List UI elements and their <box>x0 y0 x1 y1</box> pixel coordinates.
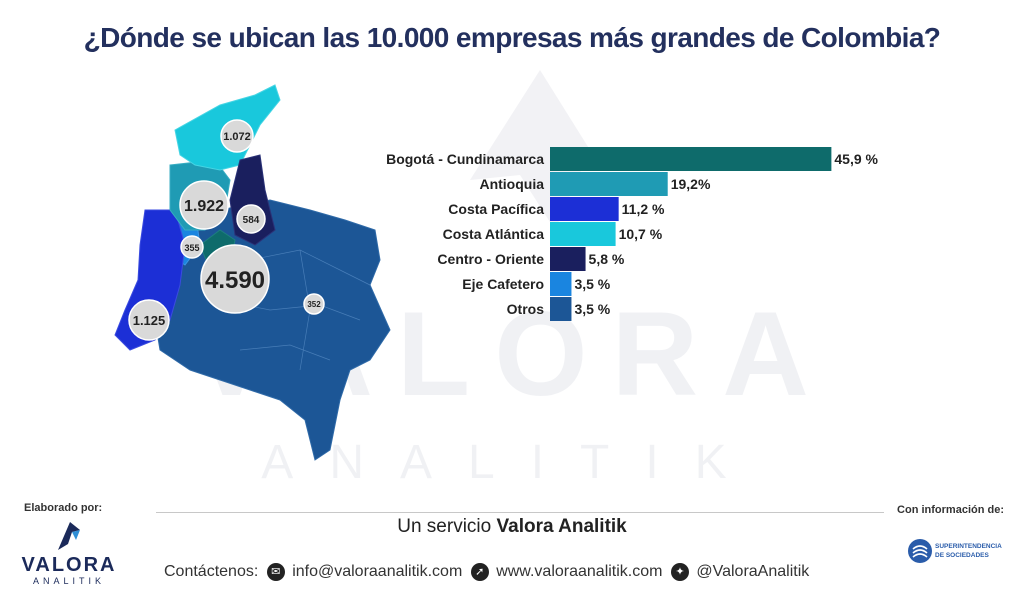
superintendencia-seal-icon <box>908 539 932 563</box>
bar-category-label: Bogotá - Cundinamarca <box>386 151 544 167</box>
super-line2: DE SOCIEDADES <box>935 552 989 559</box>
bubble-eje-cafetero <box>180 235 204 259</box>
bar-chart: Bogotá - Cundinamarca 45,9 % Antioquia 19,2… <box>386 147 879 321</box>
footer-divider <box>156 512 884 513</box>
valora-logo-mark-icon <box>58 522 80 550</box>
bubble-otros <box>303 293 325 315</box>
service-line: Un servicio Valora Analitik <box>0 516 1024 538</box>
bar <box>550 172 668 196</box>
bubble-costa-pacifica <box>128 299 170 341</box>
bubble-antioquia <box>179 180 229 230</box>
bar <box>550 297 572 321</box>
bubble-label-eje-cafetero: 355 <box>184 243 199 253</box>
bar-value-label: 11,2 % <box>622 201 665 217</box>
chart-title: ¿Dónde se ubican las 10.000 empresas más… <box>83 22 941 53</box>
bar <box>550 147 832 171</box>
bar-value-label: 3,5 % <box>574 276 610 292</box>
cursor-icon: ➚ <box>470 563 489 581</box>
envelope-icon: ✉ <box>266 563 285 581</box>
logo-main-text: VALORA <box>21 554 117 576</box>
bar-category-label: Centro - Oriente <box>437 251 544 267</box>
super-line1: SUPERINTENDENCIA <box>935 543 1002 550</box>
bar-category-label: Costa Pacífica <box>448 201 544 217</box>
contact-twitter[interactable]: @ValoraAnalitik <box>696 563 810 580</box>
bar-category-label: Costa Atlántica <box>443 226 545 242</box>
bar-category-label: Eje Cafetero <box>462 276 544 292</box>
map-bubbles: 1.072 1.922 584 355 4.590 352 1.125 <box>128 119 325 341</box>
service-prefix: Un servicio <box>397 516 492 537</box>
bubble-label-costa-atlantica: 1.072 <box>223 131 251 143</box>
bar-value-label: 3,5 % <box>574 301 610 317</box>
made-by-label: Elaborado por: <box>24 502 103 514</box>
bubble-bogota <box>200 244 270 314</box>
colombia-map: 1.072 1.922 584 355 4.590 352 1.125 <box>114 84 391 461</box>
super-text: SUPERINTENDENCIA DE SOCIEDADES <box>935 542 1002 560</box>
contact-website[interactable]: www.valoraanalitik.com <box>496 563 663 580</box>
contact-email[interactable]: info@valoraanalitik.com <box>292 563 463 580</box>
bar <box>550 247 586 271</box>
bar-value-label: 10,7 % <box>619 226 663 242</box>
bubble-centro-oriente <box>236 204 266 234</box>
bar-category-label: Otros <box>507 301 545 317</box>
bubble-label-otros: 352 <box>307 300 321 309</box>
valora-logo: VALORA ANALITIK <box>14 518 124 590</box>
bubble-label-costa-pacifica: 1.125 <box>133 313 166 328</box>
twitter-icon: ✦ <box>670 563 689 581</box>
bar-value-label: 5,8 % <box>589 251 625 267</box>
bar-value-label: 19,2% <box>671 176 711 192</box>
bubble-label-centro-oriente: 584 <box>243 215 260 226</box>
superintendencia-logo: SUPERINTENDENCIA DE SOCIEDADES <box>905 536 1015 570</box>
bar <box>550 222 616 246</box>
contact-line: Contáctenos: ✉ info@valoraanalitik.com ➚… <box>164 563 809 581</box>
bar <box>550 272 572 296</box>
bar-value-label: 45,9 % <box>834 151 878 167</box>
logo-sub-text: ANALITIK <box>32 576 105 586</box>
bar-category-label: Antioquia <box>479 176 544 192</box>
info-from-label: Con información de: <box>897 504 1004 516</box>
bubble-costa-atlantica <box>220 119 254 153</box>
bar <box>550 197 619 221</box>
bubble-label-antioquia: 1.922 <box>184 198 224 215</box>
service-brand: Valora Analitik <box>496 516 627 537</box>
contact-label: Contáctenos: <box>164 563 259 580</box>
bubble-label-bogota: 4.590 <box>205 267 265 294</box>
